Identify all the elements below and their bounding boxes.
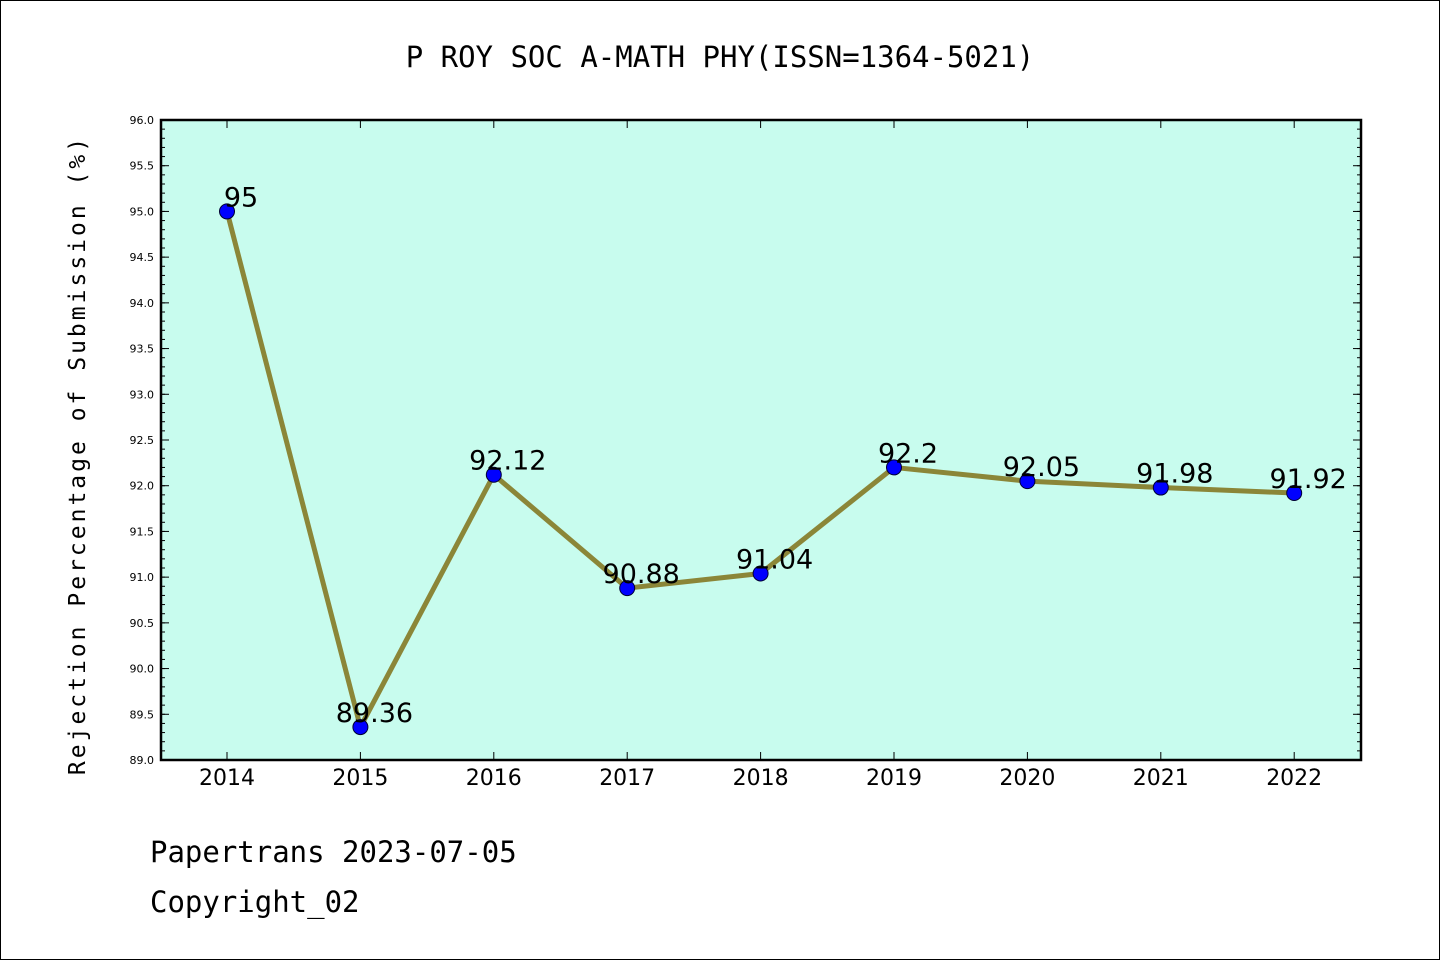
data-label: 95 bbox=[224, 182, 258, 213]
data-label: 92.12 bbox=[469, 446, 546, 477]
data-label: 92.05 bbox=[1003, 452, 1080, 483]
y-tick-label: 93.5 bbox=[130, 343, 155, 356]
data-point bbox=[352, 719, 369, 736]
footer-copyright: Copyright_02 bbox=[150, 885, 360, 919]
data-point bbox=[1019, 473, 1036, 490]
plot-area bbox=[159, 118, 1363, 762]
x-tick-label: 2019 bbox=[866, 766, 922, 791]
data-point bbox=[619, 580, 636, 597]
data-point bbox=[752, 565, 769, 582]
x-tick-label: 2017 bbox=[599, 766, 655, 791]
data-point bbox=[886, 459, 902, 476]
x-tick-label: 2018 bbox=[733, 766, 789, 791]
data-markers bbox=[219, 203, 1303, 736]
x-tick-label: 2020 bbox=[999, 766, 1055, 791]
y-tick-label: 91.5 bbox=[130, 525, 155, 538]
y-tick-label: 96.0 bbox=[130, 114, 155, 127]
y-tick-label: 95.5 bbox=[130, 160, 155, 173]
x-tick-label: 2022 bbox=[1266, 766, 1322, 791]
data-point bbox=[1152, 479, 1169, 496]
data-label: 91.04 bbox=[736, 544, 813, 575]
y-tick-label: 93.0 bbox=[130, 388, 155, 401]
data-point bbox=[485, 466, 502, 483]
data-label: 91.98 bbox=[1136, 459, 1213, 490]
y-tick-label: 91.0 bbox=[130, 571, 155, 584]
y-tick-label: 90.0 bbox=[130, 663, 155, 676]
chart-title: P ROY SOC A-MATH PHY(ISSN=1364-5021) bbox=[406, 40, 1035, 74]
y-axis-ticks: 89.0 89.5 90.0 90.5 91.0 91.5 92.0 92.5 93.0 93.5… bbox=[130, 114, 1361, 767]
y-tick-label: 95.0 bbox=[130, 205, 155, 218]
footer-source: Papertrans 2023-07-05 bbox=[150, 835, 517, 869]
data-point bbox=[219, 203, 235, 220]
y-tick-label: 90.5 bbox=[130, 617, 155, 630]
data-labels: 95 89.36 92.12 90.88 91.04 92.2 92.05 91.98 91.9… bbox=[224, 182, 1347, 729]
x-tick-label: 2014 bbox=[199, 766, 255, 791]
data-label: 90.88 bbox=[603, 559, 680, 590]
data-point bbox=[1286, 485, 1303, 502]
y-tick-label: 92.5 bbox=[130, 434, 155, 447]
x-tick-label: 2016 bbox=[466, 766, 522, 791]
data-label: 91.92 bbox=[1270, 464, 1347, 495]
y-tick-label: 89.5 bbox=[130, 708, 155, 721]
x-axis-ticks: 2014 2015 2016 2017 2018 2019 2020 2021 2022 bbox=[199, 120, 1322, 791]
y-tick-label: 94.5 bbox=[130, 251, 155, 264]
data-label: 89.36 bbox=[336, 698, 413, 729]
data-label: 92.2 bbox=[878, 438, 938, 469]
x-tick-label: 2021 bbox=[1133, 766, 1189, 791]
y-tick-label: 94.0 bbox=[130, 297, 155, 310]
y-axis-label: Rejection Percentage of Submission (%) bbox=[65, 135, 91, 775]
x-tick-label: 2015 bbox=[332, 766, 388, 791]
y-tick-label: 92.0 bbox=[130, 480, 155, 493]
y-tick-label: 89.0 bbox=[130, 754, 155, 767]
